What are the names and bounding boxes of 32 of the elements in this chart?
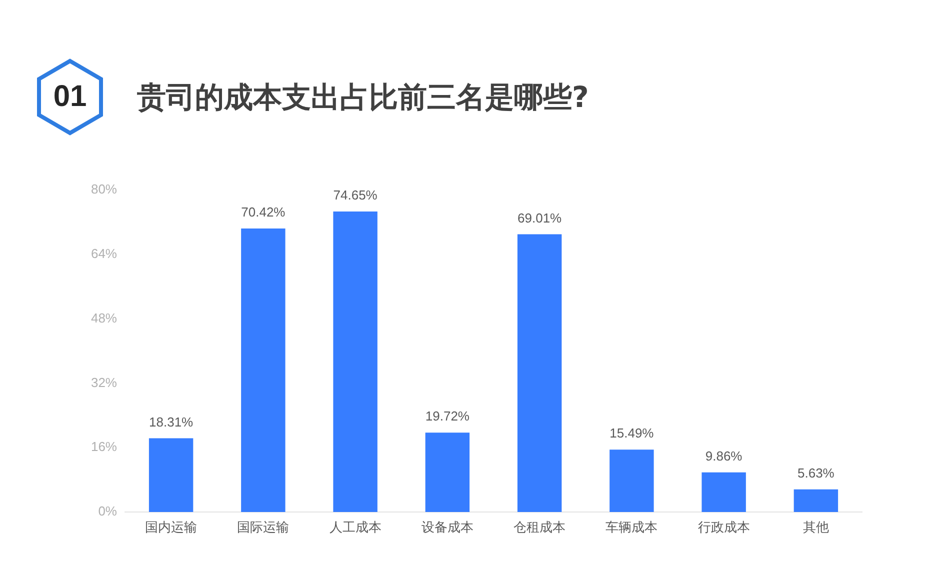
- y-tick-label: 48%: [90, 310, 118, 326]
- text: 01: [52, 80, 88, 114]
- chart-title: 贵司的成本支出占比前三名是哪些?: [137, 79, 589, 116]
- x-tick-label: 仓租成本: [514, 519, 566, 534]
- x-tick-label: 人工成本: [329, 519, 382, 534]
- data-label: 15.49%: [610, 426, 654, 441]
- bar: [241, 228, 286, 512]
- y-tick-label: 80%: [90, 182, 118, 197]
- y-tick-label: 64%: [90, 246, 118, 261]
- x-tick-label: 国内运输: [145, 519, 198, 534]
- data-label: 18.31%: [149, 414, 194, 430]
- data-label: 9.86%: [705, 448, 743, 464]
- bar: [425, 432, 470, 512]
- bar: [702, 472, 746, 512]
- bar: [610, 450, 654, 512]
- bar: [148, 438, 194, 512]
- data-label: 69.01%: [518, 210, 562, 226]
- bar: [794, 489, 838, 512]
- x-tick-label: 行政成本: [698, 519, 750, 534]
- data-label: 74.65%: [333, 188, 378, 203]
- bar: [517, 234, 562, 512]
- data-label: 5.63%: [798, 465, 835, 480]
- x-tick-label: 设备成本: [421, 519, 474, 534]
- y-tick-label: 16%: [90, 439, 118, 454]
- x-tick-label: 车辆成本: [606, 519, 658, 534]
- x-tick-label: 国际运输: [237, 519, 290, 534]
- data-label: 70.42%: [241, 204, 286, 220]
- bar: [333, 212, 378, 512]
- x-tick-label: 其他: [802, 519, 829, 534]
- y-tick-label: 0%: [98, 504, 118, 519]
- y-tick-label: 32%: [90, 374, 118, 390]
- data-label: 19.72%: [425, 408, 470, 424]
